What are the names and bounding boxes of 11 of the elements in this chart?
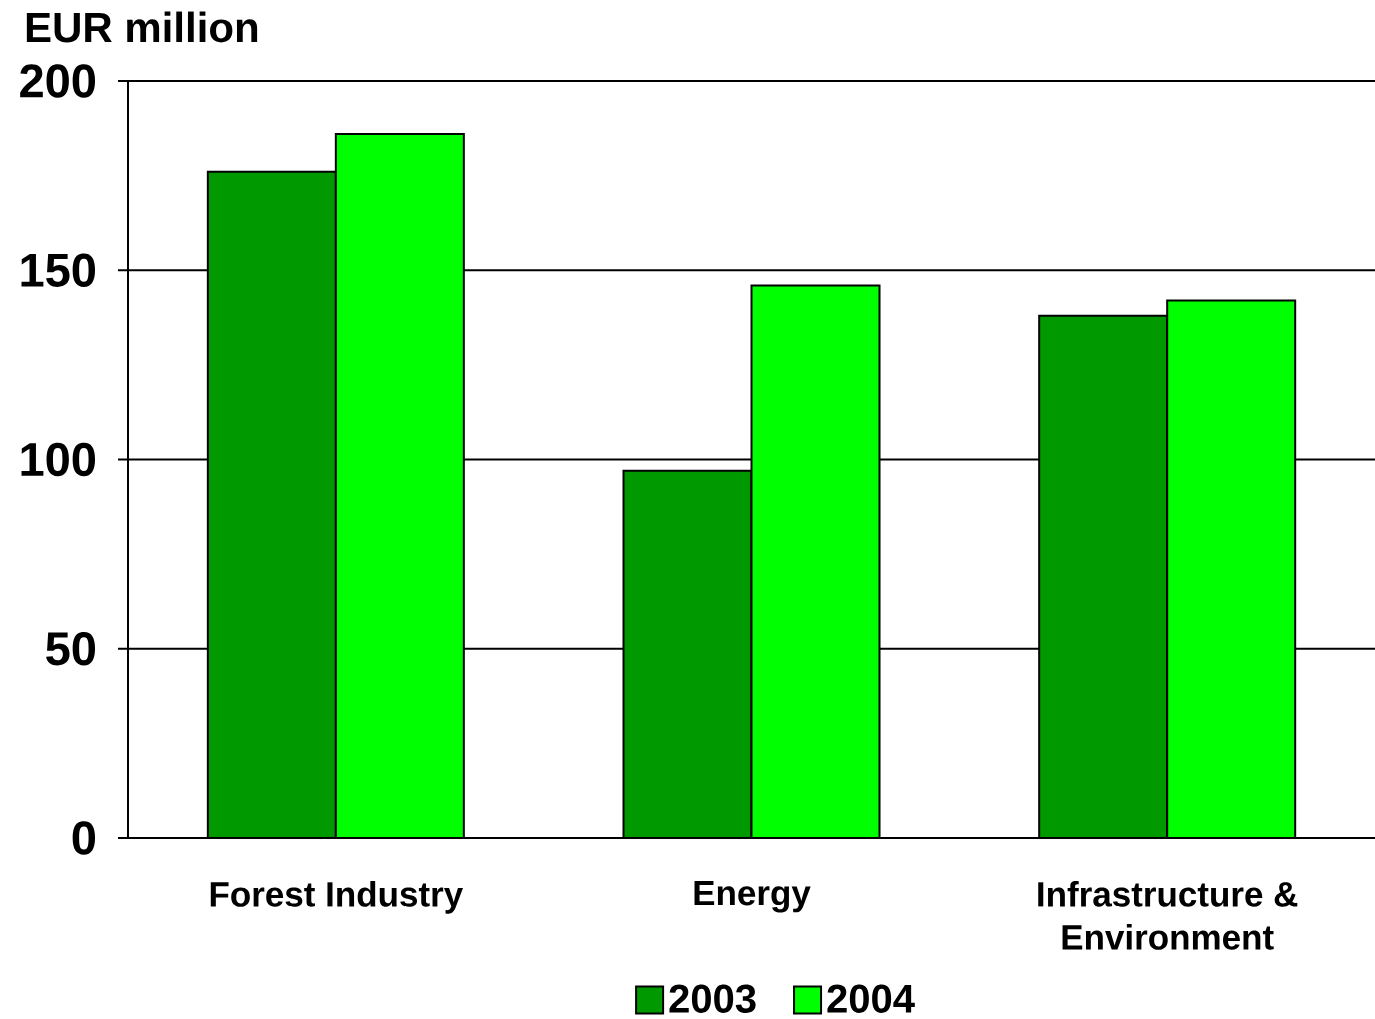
- y-tick-label: 50: [46, 632, 96, 666]
- y-tick-label: 150: [21, 253, 96, 287]
- legend-label: 2004: [827, 984, 915, 1013]
- y-tick-label: 100: [21, 442, 96, 477]
- x-tick-label: Energy: [694, 881, 811, 913]
- y-tick-label: 200: [20, 64, 96, 98]
- legend-label: 2003: [669, 984, 756, 1013]
- x-tick-label: Forest Industry: [210, 881, 464, 914]
- x-tick-label: Infrastructure & Environment: [1038, 881, 1298, 950]
- y-axis-title: EUR million: [26, 11, 258, 43]
- y-tick-label: 0: [72, 821, 96, 855]
